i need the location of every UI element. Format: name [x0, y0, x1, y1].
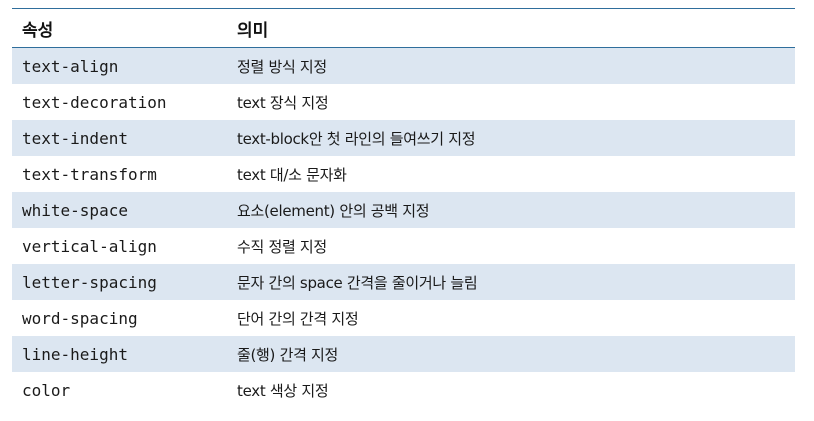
- table-row: text-indent text-block안 첫 라인의 들여쓰기 지정: [12, 120, 795, 156]
- property-cell: line-height: [12, 336, 227, 372]
- property-cell: text-indent: [12, 120, 227, 156]
- property-cell: vertical-align: [22, 236, 157, 256]
- property-cell: text-align: [12, 47, 227, 84]
- property-cell: white-space: [12, 192, 227, 228]
- property-cell: color: [22, 380, 71, 400]
- header-row: 속성 의미: [12, 8, 795, 48]
- table-row: text-decoration text 장식 지정: [12, 84, 795, 120]
- meaning-cell: 줄(행) 간격 지정: [227, 336, 795, 372]
- property-cell: text-decoration: [22, 92, 167, 112]
- meaning-cell: text 대/소 문자화: [237, 165, 347, 184]
- table-body: text-align 정렬 방식 지정 text-decoration text…: [12, 47, 795, 409]
- meaning-cell: 정렬 방식 지정: [227, 47, 795, 84]
- table-row: text-transform text 대/소 문자화: [12, 156, 795, 192]
- meaning-cell: 단어 간의 간격 지정: [237, 309, 359, 328]
- table-row: word-spacing 단어 간의 간격 지정: [12, 300, 795, 336]
- meaning-cell: 수직 정렬 지정: [237, 237, 327, 256]
- property-cell: text-transform: [22, 164, 157, 184]
- header-meaning: 의미: [227, 8, 795, 48]
- table-row: line-height 줄(행) 간격 지정: [12, 336, 795, 372]
- table-row: color text 색상 지정: [12, 372, 795, 408]
- meaning-cell: text 색상 지정: [237, 381, 329, 400]
- css-text-properties-table: 속성 의미 text-align 정렬 방식 지정 text-decoratio…: [12, 8, 795, 408]
- property-cell: letter-spacing: [12, 264, 227, 300]
- meaning-cell: text 장식 지정: [237, 93, 329, 112]
- property-cell: word-spacing: [22, 308, 138, 328]
- table-row: text-align 정렬 방식 지정: [12, 47, 795, 84]
- properties-table: 속성 의미 text-align 정렬 방식 지정 text-decoratio…: [12, 8, 795, 408]
- table-row: vertical-align 수직 정렬 지정: [12, 228, 795, 264]
- meaning-cell: 요소(element) 안의 공백 지정: [227, 192, 795, 228]
- table-header: 속성 의미: [12, 8, 795, 48]
- meaning-cell: 문자 간의 space 간격을 줄이거나 늘림: [227, 264, 795, 300]
- table-row: letter-spacing 문자 간의 space 간격을 줄이거나 늘림: [12, 264, 795, 300]
- header-property: 속성: [12, 8, 227, 48]
- meaning-cell: text-block안 첫 라인의 들여쓰기 지정: [227, 120, 795, 156]
- table-row: white-space 요소(element) 안의 공백 지정: [12, 192, 795, 228]
